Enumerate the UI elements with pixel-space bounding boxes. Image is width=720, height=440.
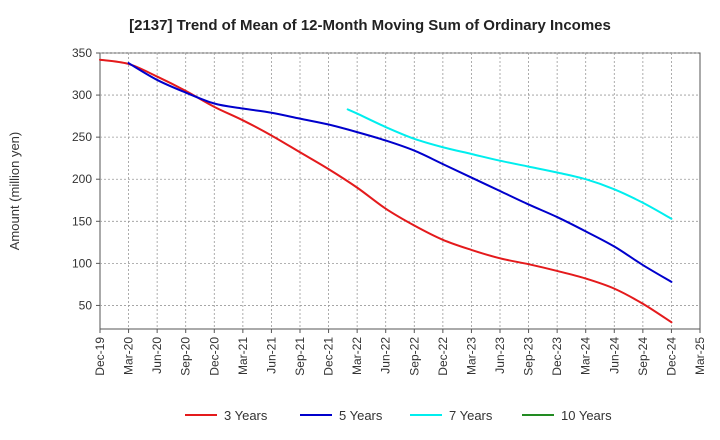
x-tick-label: Dec-23	[550, 337, 564, 376]
x-tick-label: Sep-23	[522, 337, 536, 376]
y-tick-label: 50	[79, 298, 93, 312]
y-axis-label: Amount (million yen)	[7, 132, 22, 251]
x-tick-label: Mar-20	[122, 337, 136, 375]
x-tick-label: Dec-19	[93, 337, 107, 376]
x-tick-label: Mar-23	[464, 337, 478, 375]
x-tick-label: Jun-24	[607, 337, 621, 374]
x-tick-label: Mar-22	[350, 337, 364, 375]
x-axis-ticks: Dec-19 Mar-20 Jun-20 Sep-20 Dec-20 Mar-21 Jun-…	[93, 329, 707, 376]
x-tick-label: Jun-21	[264, 337, 278, 374]
series-line-7-years	[346, 108, 673, 220]
y-tick-label: 250	[72, 130, 92, 144]
x-tick-label: Jun-23	[493, 337, 507, 374]
x-tick-label: Sep-21	[293, 337, 307, 376]
legend-label-10-years: 10 Years	[561, 408, 612, 423]
x-tick-label: Sep-22	[407, 337, 421, 376]
legend-label-3-years: 3 Years	[224, 408, 268, 423]
legend-label-7-years: 7 Years	[449, 408, 493, 423]
x-tick-label: Sep-20	[179, 337, 193, 376]
x-tick-label: Mar-24	[579, 337, 593, 375]
x-tick-label: Dec-21	[322, 337, 336, 376]
series-lines	[99, 58, 673, 324]
x-tick-label: Jun-22	[379, 337, 393, 374]
y-tick-label: 150	[72, 214, 92, 228]
y-tick-label: 100	[72, 256, 92, 270]
x-tick-label: Mar-25	[693, 337, 707, 375]
x-tick-label: Jun-20	[150, 337, 164, 374]
x-tick-label: Sep-24	[636, 337, 650, 376]
x-tick-label: Dec-20	[207, 337, 221, 376]
legend: 3 Years 5 Years 7 Years 10 Years	[185, 408, 612, 423]
x-tick-label: Mar-21	[236, 337, 250, 375]
x-tick-label: Dec-24	[664, 337, 678, 376]
x-tick-label: Dec-22	[436, 337, 450, 376]
y-axis-ticks: 50 100 150 200 250 300 350	[72, 46, 100, 312]
chart-title: [2137] Trend of Mean of 12-Month Moving …	[129, 17, 611, 34]
y-tick-label: 200	[72, 172, 92, 186]
y-tick-label: 300	[72, 88, 92, 102]
legend-label-5-years: 5 Years	[339, 408, 383, 423]
series-line-5-years	[127, 62, 673, 283]
y-tick-label: 350	[72, 46, 92, 60]
